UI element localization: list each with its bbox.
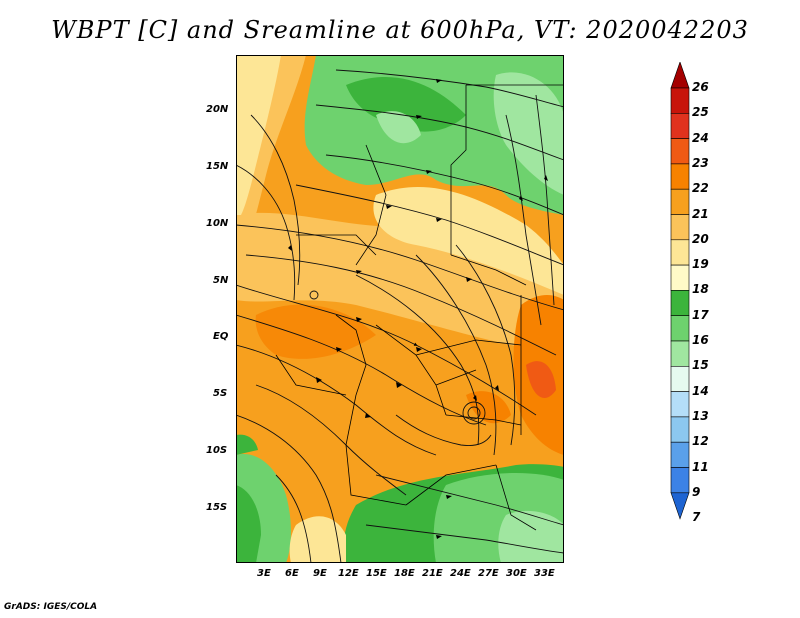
wbpt-region-18-north <box>346 76 466 132</box>
colorbar-segment <box>670 264 690 291</box>
credit-text: GrADS: IGES/COLA <box>4 602 98 612</box>
colorbar-label: 13 <box>692 408 709 423</box>
colorbar-segment <box>670 188 690 215</box>
wbpt-region-18-sw <box>236 485 261 563</box>
colorbar-label: 21 <box>692 206 709 221</box>
colorbar-label: 12 <box>692 434 709 449</box>
colorbar-label: 24 <box>692 130 709 145</box>
wbpt-region-16-south <box>498 510 564 563</box>
colorbar-segment <box>670 290 690 316</box>
lat-label: 10S <box>206 445 228 456</box>
colorbar-segment <box>670 163 690 190</box>
lon-label: 15E <box>366 568 387 579</box>
colorbar <box>670 62 690 520</box>
map-frame <box>236 55 564 563</box>
map-panel <box>236 55 564 563</box>
colorbar-segment <box>670 138 690 165</box>
streamlines <box>236 69 564 563</box>
colorbar-label: 16 <box>692 333 709 347</box>
lon-label: 12E <box>338 568 359 579</box>
streamline-arrows <box>288 79 548 539</box>
lat-label: 15N <box>206 161 229 172</box>
colorbar-segment <box>670 112 690 139</box>
colorbar-segment <box>670 467 690 494</box>
colorbar-top-arrow <box>670 62 690 89</box>
country-borders <box>275 84 564 531</box>
colorbar-segment <box>670 315 690 342</box>
wbpt-region-22-west <box>255 304 376 359</box>
colorbar-label: 14 <box>692 383 709 398</box>
lon-label: 24E <box>450 568 471 579</box>
chart-title: WBPT [C] and Sreamline at 600hPa, VT: 20… <box>51 16 749 44</box>
wbpt-region-16-north <box>376 111 421 144</box>
lat-label: 5S <box>213 388 228 399</box>
lon-label: 30E <box>506 568 527 579</box>
lat-label: 10N <box>206 218 229 229</box>
colorbar-label: 7 <box>692 510 701 525</box>
colorbar-segment <box>670 239 690 266</box>
colorbar-segment <box>670 214 690 241</box>
lon-label: 27E <box>478 568 499 579</box>
wbpt-region-16-ne <box>493 72 564 195</box>
colorbar-label: 20 <box>692 231 709 246</box>
wbpt-region-19-south <box>289 516 346 563</box>
lat-label: 15S <box>206 502 228 513</box>
lon-label: 18E <box>394 568 415 579</box>
lon-label: 9E <box>313 568 327 579</box>
colorbar-label: 17 <box>692 307 709 322</box>
colorbar-segment <box>670 340 690 367</box>
colorbar-label: 25 <box>692 105 709 120</box>
colorbar-bottom-arrow <box>670 492 690 520</box>
lat-label: EQ <box>213 331 229 342</box>
wbpt-region-22-center <box>466 391 511 424</box>
wbpt-region-23 <box>526 361 556 398</box>
wbpt-region-19-nw <box>236 55 281 215</box>
colorbar-label: 9 <box>692 484 701 499</box>
colorbar-segment <box>670 416 690 443</box>
colorbar-label: 11 <box>692 459 709 474</box>
lon-label: 33E <box>534 568 555 579</box>
colorbar-label: 23 <box>692 155 709 170</box>
colorbar-segment <box>670 365 690 392</box>
colorbar-label: 19 <box>692 257 709 272</box>
colorbar-label: 26 <box>692 80 709 94</box>
lat-label: 5N <box>213 275 229 286</box>
wbpt-region-18-w <box>236 434 258 455</box>
lat-label: 20N <box>206 104 229 115</box>
wbpt-region-19 <box>373 186 564 295</box>
colorbar-label: 15 <box>692 358 709 373</box>
lon-label: 3E <box>257 568 271 579</box>
lon-label: 6E <box>285 568 299 579</box>
colorbar-segment <box>670 87 690 114</box>
wbpt-streamline-map <box>236 55 564 563</box>
colorbar-segment <box>670 441 690 468</box>
colorbar-label: 22 <box>692 181 709 196</box>
colorbar-segment <box>670 391 690 418</box>
colorbar-label: 18 <box>692 282 709 297</box>
lon-label: 21E <box>422 568 443 579</box>
